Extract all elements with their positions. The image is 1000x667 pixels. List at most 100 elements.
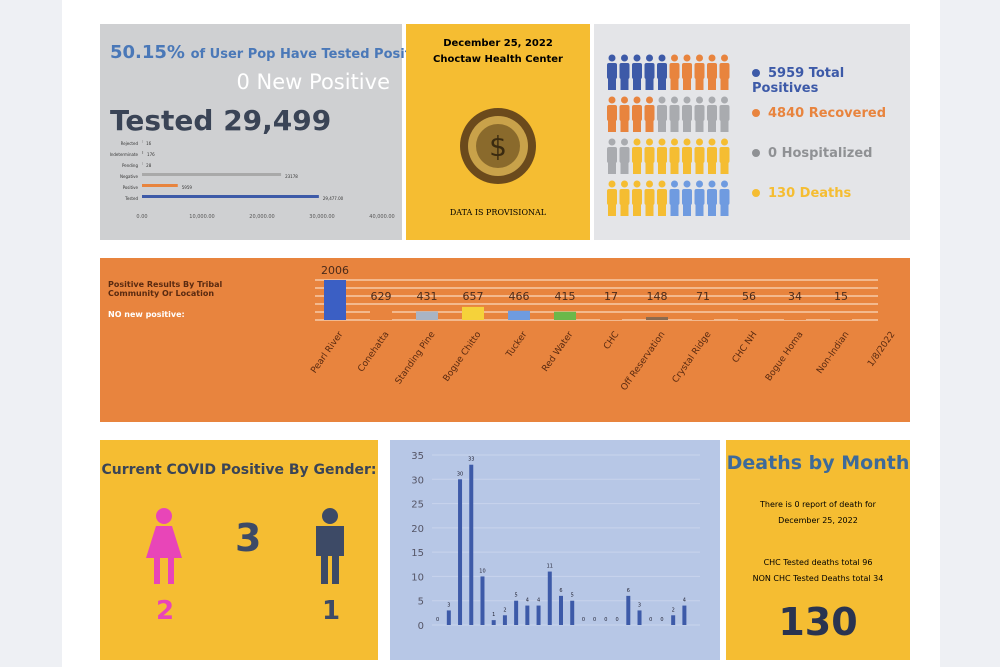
- community-bar-chart: 2006 Pearl River 629 Conehatta 431 Standing P…: [309, 264, 897, 393]
- community-category-label: Bogue Homa: [764, 330, 805, 383]
- death-value-label: 4: [526, 598, 529, 604]
- death-bar: [559, 595, 563, 625]
- community-value-label: 629: [371, 290, 392, 303]
- deaths-chart-panel: 0 5 10 15 20 25 30 35 0 3 30 33 10 1 2 5 4 4 11 6 5 0 0 0 0 6 3 0 0 2…: [390, 440, 720, 660]
- community-value-label: 71: [696, 290, 710, 303]
- person-icon: [619, 96, 630, 132]
- tests-x-tick: 40,000.00: [369, 214, 394, 220]
- person-icon: [657, 54, 667, 90]
- y-tick-label: 35: [411, 451, 424, 462]
- death-value-label: 1: [492, 612, 495, 618]
- death-bar: [682, 605, 687, 625]
- person-icon: [644, 54, 655, 90]
- y-tick-label: 10: [411, 572, 424, 583]
- community-value-label: 15: [834, 290, 848, 303]
- deaths-line-3: CHC Tested deaths total 96: [763, 558, 873, 567]
- community-bar: [600, 318, 622, 320]
- legend-dot-icon: [752, 189, 760, 197]
- tests-bar-chart: Rejected 16 Indeterminate 176 Pending 28 Negat…: [110, 140, 395, 220]
- community-bar: [324, 280, 346, 320]
- community-chart-subtitle: NO new positive:: [108, 310, 185, 319]
- death-value-label: 6: [559, 588, 562, 594]
- legend-item: 0 Hospitalized: [752, 146, 910, 186]
- person-icon: [682, 96, 692, 132]
- person-icon: [707, 180, 717, 216]
- person-icon: [644, 138, 655, 174]
- tests-value-label: 5959: [182, 185, 193, 190]
- y-tick-label: 5: [418, 597, 424, 608]
- deaths-line-2: December 25, 2022: [778, 516, 858, 525]
- community-bar: [508, 310, 530, 320]
- death-value-label: 6: [627, 588, 630, 594]
- death-value-label: 0: [660, 617, 663, 623]
- people-pictogram: [607, 54, 730, 216]
- community-bar: [416, 311, 438, 320]
- community-bar: [830, 318, 852, 320]
- seal-logo: $: [460, 108, 536, 184]
- y-tick-label: 0: [418, 621, 424, 632]
- death-bar: [626, 595, 631, 625]
- person-icon: [632, 54, 642, 90]
- tests-x-tick: 10,000.00: [189, 214, 214, 220]
- community-category-label: Standing Pine: [394, 330, 438, 387]
- community-value-label: 148: [647, 290, 668, 303]
- tests-value-label: 29,477.00: [323, 196, 344, 201]
- person-icon: [719, 138, 730, 174]
- tests-value-label: 176: [147, 152, 155, 157]
- community-category-label: Conehatta: [356, 330, 391, 374]
- legend-label: 5959 Total Positives: [752, 66, 845, 96]
- death-bar: [570, 600, 575, 625]
- community-value-label: 415: [555, 290, 576, 303]
- death-bar: [458, 479, 463, 625]
- deaths-panel: Deaths by Month There is 0 report of dea…: [726, 440, 910, 660]
- person-icon: [707, 54, 717, 90]
- deaths-line-1: There is 0 report of death for: [760, 500, 876, 509]
- community-bar: [370, 307, 392, 320]
- community-category-label: CHC NH: [731, 330, 760, 365]
- center-name: Choctaw Health Center: [433, 54, 563, 65]
- tests-category-label: Positive: [123, 185, 139, 190]
- person-icon: [607, 96, 617, 132]
- death-value-label: 0: [582, 617, 585, 623]
- tests-value-label: 23178: [285, 174, 298, 179]
- tests-category-label: Rejected: [121, 141, 139, 146]
- person-icon: [707, 138, 717, 174]
- community-chart-title: Positive Results By Tribal Community Or …: [108, 280, 223, 298]
- community-category-label: 1/8/2022: [866, 330, 897, 369]
- positive-percent-caption: of User Pop Have Tested Positive: [190, 47, 433, 62]
- tests-value-label: 16: [146, 141, 152, 146]
- death-bar: [536, 605, 541, 625]
- provisional-note: DATA IS PROVISIONAL: [449, 208, 547, 217]
- community-category-label: Crystal Ridge: [671, 330, 714, 385]
- death-value-label: 4: [683, 598, 686, 604]
- tests-category-label: Negative: [120, 174, 138, 179]
- person-icon: [669, 138, 680, 174]
- legend-item: 5959 Total Positives: [752, 66, 910, 106]
- community-value-label: 34: [788, 290, 802, 303]
- person-icon: [607, 180, 617, 216]
- tests-bar: [142, 151, 144, 154]
- legend-label: 4840 Recovered: [768, 106, 886, 121]
- death-value-label: 0: [649, 617, 652, 623]
- person-icon: [644, 96, 655, 132]
- legend-item: 130 Deaths: [752, 186, 910, 226]
- person-icon: [657, 96, 667, 132]
- female-icon: [146, 508, 182, 584]
- death-value-label: 2: [503, 607, 506, 613]
- person-icon: [607, 138, 617, 174]
- community-value-label: 657: [463, 290, 484, 303]
- tests-bar: [142, 195, 319, 198]
- person-icon: [719, 54, 730, 90]
- tests-bar: [142, 162, 143, 165]
- death-bar: [502, 615, 507, 625]
- deaths-title: Deaths by Month: [726, 452, 910, 474]
- death-bar: [469, 464, 474, 625]
- legend-label: 130 Deaths: [768, 186, 852, 201]
- community-value-label: 431: [417, 290, 438, 303]
- tests-bar: [142, 173, 282, 176]
- status-panel: 5959 Total Positives 4840 Recovered 0 Hosp…: [594, 24, 910, 240]
- person-icon: [707, 96, 717, 132]
- death-value-label: 0: [436, 617, 439, 623]
- community-category-label: Red Water: [541, 330, 576, 374]
- death-value-label: 5: [515, 593, 518, 599]
